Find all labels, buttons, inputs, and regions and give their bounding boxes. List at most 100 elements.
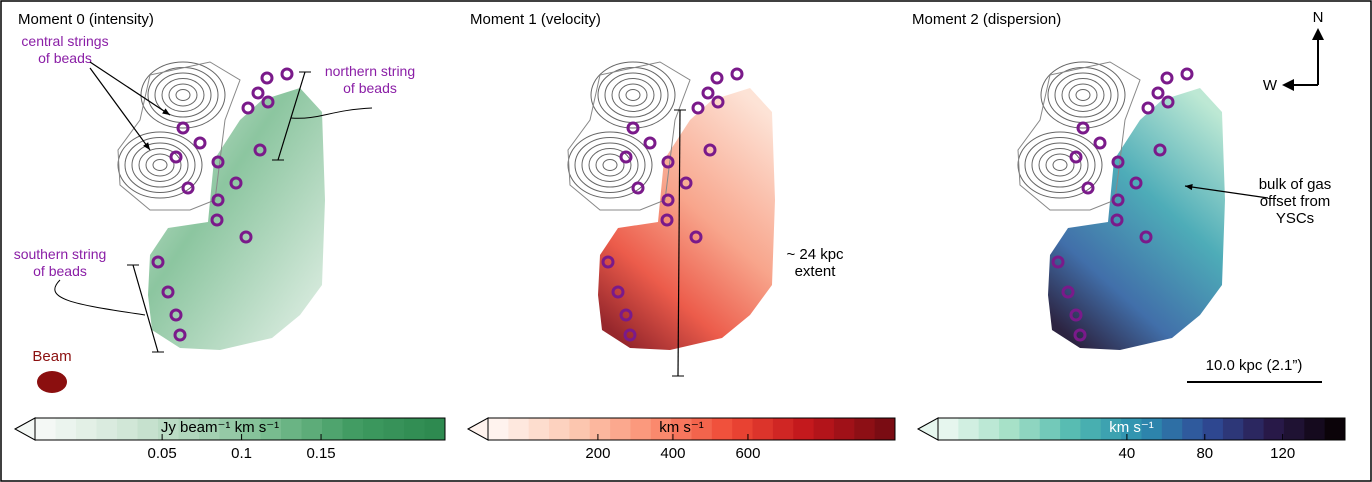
ysc-marker: [1160, 71, 1174, 85]
colorbar-segment: [240, 418, 261, 440]
scale-bar-label: 10.0 kpc (2.1”): [1206, 357, 1303, 374]
contour: [581, 142, 639, 188]
ysc-marker: [626, 121, 640, 135]
ysc-marker: [703, 143, 717, 157]
ysc-marker: [1153, 143, 1167, 157]
colorbar-segment: [1100, 418, 1122, 440]
colorbar-segment: [363, 418, 384, 440]
colorbar-segment: [978, 418, 1000, 440]
colorbar-segment: [55, 418, 77, 440]
colorbar-segment: [813, 418, 835, 440]
ysc-marker: [730, 67, 744, 81]
contour: [595, 153, 625, 177]
text-line: southern string: [14, 246, 107, 262]
annotation: central strings of beads: [21, 33, 108, 66]
colorbar-segment: [711, 418, 733, 440]
ysc-marker: [1076, 121, 1090, 135]
colorbar-segment: [508, 418, 530, 440]
contour: [602, 159, 618, 171]
beam: [37, 371, 67, 393]
gas-map: [598, 88, 775, 350]
annotation: bulk of gas offset from YSCs: [1259, 176, 1332, 227]
colorbar-segment: [1202, 418, 1224, 440]
ysc-marker: [193, 136, 207, 150]
colorbar-segment: [219, 418, 241, 440]
colorbar-segment: [488, 418, 509, 440]
colorbar-label: km s⁻¹: [1109, 419, 1154, 436]
contour: [1031, 142, 1089, 188]
contour: [124, 137, 196, 193]
ysc-marker: [211, 193, 225, 207]
text-line: bulk of gas: [1259, 176, 1332, 193]
arrow: [89, 61, 171, 116]
text-line: of beads: [33, 263, 87, 279]
contour: [1040, 61, 1126, 129]
colorbar-frame: [487, 417, 896, 441]
ysc-marker: [1069, 150, 1083, 164]
contour: [1052, 159, 1068, 171]
ysc-marker: [261, 95, 275, 109]
contour: [131, 142, 189, 188]
contour: [1024, 137, 1096, 193]
ysc-marker: [181, 181, 195, 195]
ysc-marker: [1061, 285, 1075, 299]
contour: [1017, 131, 1103, 199]
ysc-marker: [161, 285, 175, 299]
colorbar-segment: [854, 418, 876, 440]
colorbar-frame: [937, 417, 1346, 441]
arrow: [1184, 185, 1269, 199]
colorbar-tick-label: 0.05: [148, 445, 177, 462]
contour: [1054, 72, 1112, 118]
ysc-marker: [211, 155, 225, 169]
colorbar-segment: [117, 418, 138, 440]
contour: [145, 153, 175, 177]
colorbar-tick-label: 600: [735, 445, 760, 462]
contour: [574, 137, 646, 193]
ysc-marker: [1069, 308, 1083, 322]
colorbar-segment: [999, 418, 1020, 440]
ysc-marker: [1129, 176, 1143, 190]
arrowhead: [1312, 28, 1324, 40]
colorbar-segment: [1243, 418, 1265, 440]
ysc-marker: [1111, 155, 1125, 169]
contour: [590, 61, 676, 129]
ysc-marker: [251, 86, 265, 100]
contour: [1068, 83, 1098, 107]
contour: [1047, 67, 1119, 123]
colorbar-segment: [137, 418, 159, 440]
contour: [1045, 153, 1075, 177]
colorbar-segment: [1182, 418, 1204, 440]
text-line: of beads: [38, 50, 92, 66]
map: [567, 61, 775, 350]
ysc-marker: [611, 285, 625, 299]
ysc-marker: [253, 143, 267, 157]
colorbar-segment: [1283, 418, 1305, 440]
annotation: southern string of beads: [14, 246, 107, 279]
ysc-marker: [241, 101, 255, 115]
colorbar-label: Jy beam⁻¹ km s⁻¹: [161, 419, 279, 436]
colorbar-segment: [158, 418, 179, 440]
ysc-marker: [619, 150, 633, 164]
colorbar-tick-label: 80: [1196, 445, 1213, 462]
panel-title: Moment 2 (dispersion): [912, 11, 1061, 28]
contour: [1017, 61, 1141, 211]
colorbar-segment: [35, 418, 56, 440]
colorbar-segment: [424, 418, 446, 440]
ysc-marker: [701, 86, 715, 100]
colorbar-segment: [589, 418, 611, 440]
ysc-marker: [1141, 101, 1155, 115]
contour: [152, 159, 168, 171]
map: [117, 61, 325, 350]
colorbar-segment: [1039, 418, 1061, 440]
colorbar-segment: [671, 418, 692, 440]
ysc-marker: [176, 121, 190, 135]
ysc-marker: [1161, 95, 1175, 109]
colorbar-segment: [691, 418, 713, 440]
arrow: [89, 67, 151, 151]
ysc-marker: [601, 255, 615, 269]
ysc-marker: [691, 101, 705, 115]
arrowhead: [1282, 79, 1294, 91]
colorbar-tick-label: 400: [660, 445, 685, 462]
ysc-marker: [643, 136, 657, 150]
